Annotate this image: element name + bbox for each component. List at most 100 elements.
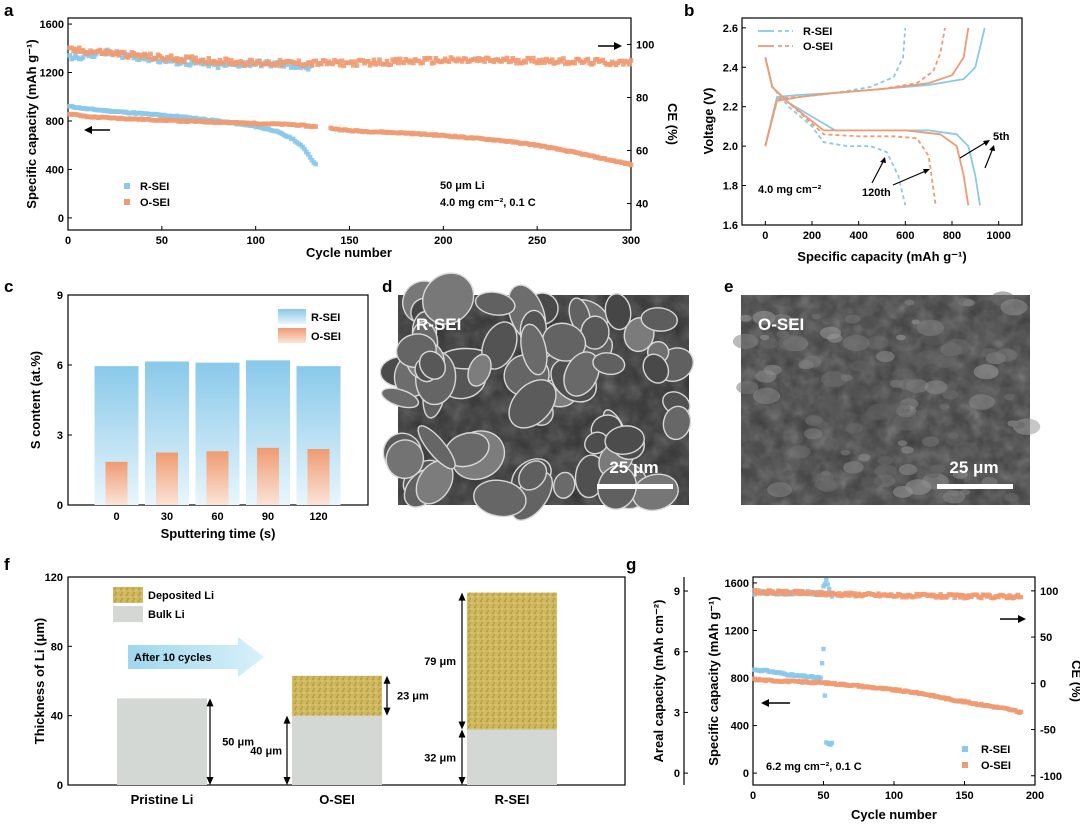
left-arrow-a xyxy=(84,126,110,134)
sem-image-rsei xyxy=(379,272,694,521)
texture-shape xyxy=(767,482,793,498)
texture-shape xyxy=(888,313,897,319)
data-point xyxy=(1015,592,1021,598)
data-point xyxy=(103,48,108,54)
data-point xyxy=(375,60,380,66)
data-point xyxy=(204,60,210,66)
texture-shape xyxy=(816,471,834,483)
legend-swatch-rsei-c xyxy=(278,309,306,324)
dimension-arrowhead xyxy=(458,592,466,601)
data-point xyxy=(538,60,544,66)
texture-shape xyxy=(866,335,889,350)
data-point xyxy=(352,59,358,65)
data-point xyxy=(818,675,823,680)
legend-swatch-osei-c xyxy=(278,328,306,343)
y-tick-label: 1.8 xyxy=(723,181,738,193)
category-label: R-SEI xyxy=(495,792,530,807)
data-point xyxy=(397,56,403,62)
x-tick-label: 200 xyxy=(803,230,821,242)
data-point xyxy=(279,62,285,68)
y-tick-label-right: -100 xyxy=(1040,771,1062,783)
texture-shape xyxy=(911,410,928,421)
bar-deposited xyxy=(467,592,557,730)
legend-text-deposited: Deposited Li xyxy=(148,590,214,602)
data-point xyxy=(97,47,103,53)
y-tick-label: 0 xyxy=(57,780,63,792)
data-point xyxy=(294,61,300,66)
data-point xyxy=(825,582,830,587)
texture-shape xyxy=(980,348,998,359)
x-tick-label: 200 xyxy=(434,235,452,247)
texture-shape xyxy=(911,356,930,368)
dimension-label: 40 μm xyxy=(250,745,282,757)
data-point xyxy=(829,740,835,746)
data-point xyxy=(936,595,942,600)
data-point xyxy=(619,58,624,64)
data-point xyxy=(91,54,97,59)
scale-text-d: 25 μm xyxy=(609,458,658,477)
data-point xyxy=(499,59,504,64)
x-tick-label: 150 xyxy=(340,235,358,247)
legend-c: R-SEI O-SEI xyxy=(278,309,341,343)
dimension-label: 79 μm xyxy=(424,656,456,668)
data-point xyxy=(508,59,514,64)
y-tick-label: 3 xyxy=(57,430,63,442)
data-point xyxy=(433,56,439,61)
data-point xyxy=(822,693,828,698)
texture-shape xyxy=(942,490,966,504)
data-point xyxy=(534,60,540,66)
texture-shape xyxy=(901,445,911,452)
y-tick-label-left: 1600 xyxy=(40,19,64,31)
texture-shape xyxy=(968,394,995,410)
y-tick-label-right: 60 xyxy=(636,146,648,158)
data-point xyxy=(392,59,397,65)
data-point xyxy=(411,60,416,66)
data-point xyxy=(527,56,532,61)
x-axis-label-a: Cycle number xyxy=(306,245,392,260)
data-point xyxy=(764,591,770,597)
legend-swatch-bulk xyxy=(113,606,143,622)
data-point xyxy=(228,57,234,63)
panel-letter-a: a xyxy=(4,1,14,20)
data-point xyxy=(142,51,148,57)
series-b xyxy=(764,27,986,206)
data-point xyxy=(120,55,125,60)
curve xyxy=(764,57,937,206)
y-axis-label-a-right: CE (%) xyxy=(665,103,680,145)
data-point xyxy=(339,58,345,64)
data-point xyxy=(463,56,469,62)
data-point xyxy=(572,60,577,66)
data-point xyxy=(127,52,133,58)
y-tick-label-areal: 9 xyxy=(674,586,680,598)
texture-shape xyxy=(924,380,948,395)
x-tick-label: 50 xyxy=(156,235,168,247)
note-a-2: 4.0 mg cm⁻², 0.1 C xyxy=(440,197,536,209)
data-point xyxy=(189,54,195,59)
texture-shape xyxy=(898,378,917,390)
data-point xyxy=(555,59,561,65)
x-tick-label: 90 xyxy=(262,511,274,523)
x-tick-label: 30 xyxy=(161,511,173,523)
data-point xyxy=(446,59,452,64)
data-point xyxy=(309,62,315,68)
grain-shape xyxy=(422,272,475,325)
data-point xyxy=(824,577,829,583)
data-point xyxy=(756,588,761,594)
data-point xyxy=(798,591,804,597)
bar-osei xyxy=(307,449,330,505)
x-tick-label: 50 xyxy=(817,790,829,802)
label-120th: 120th xyxy=(862,187,891,199)
dimension-arrowhead xyxy=(383,707,391,716)
data-point xyxy=(952,595,957,600)
data-point xyxy=(377,57,382,62)
y-tick-label-left: 1600 xyxy=(725,578,749,590)
curve xyxy=(764,57,970,206)
data-point xyxy=(217,57,223,63)
data-point xyxy=(454,58,459,64)
x-tick-label: 150 xyxy=(955,790,973,802)
texture-shape xyxy=(840,449,851,456)
y-tick-label: 1.6 xyxy=(723,220,738,232)
texture-shape xyxy=(876,350,895,363)
